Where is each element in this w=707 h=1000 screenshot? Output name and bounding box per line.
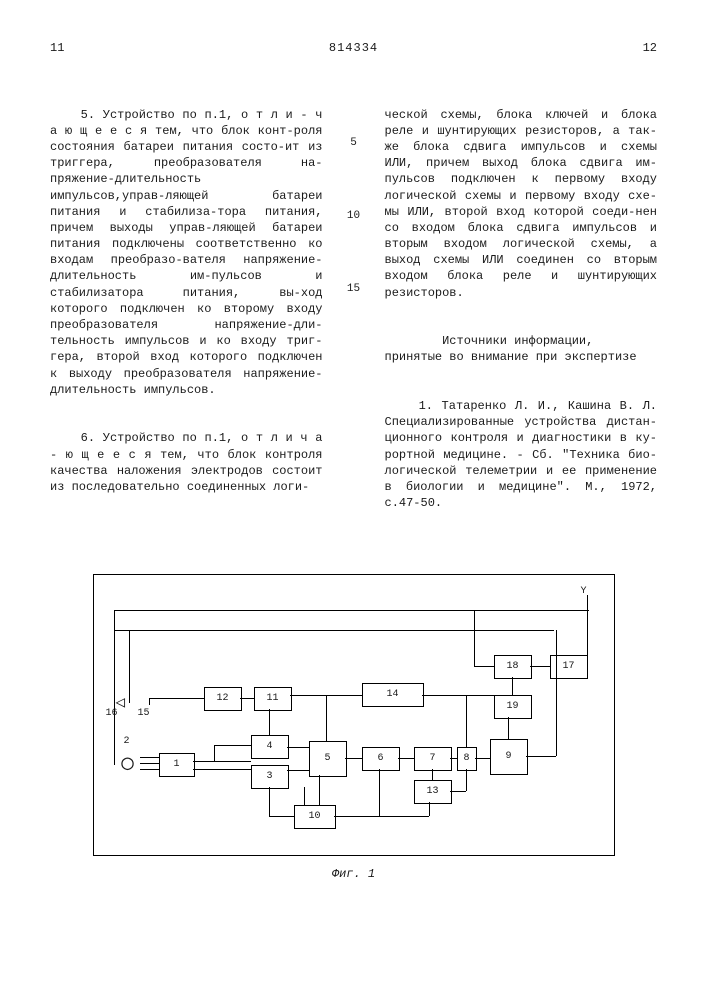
wire	[334, 816, 429, 817]
label-15: 15	[138, 707, 150, 721]
block-9: 9	[490, 739, 528, 775]
block-11: 11	[254, 687, 292, 711]
page-number-right: 12	[597, 40, 657, 56]
wire	[269, 709, 270, 735]
sensor-icon: ◯	[122, 751, 134, 778]
wire	[214, 745, 215, 761]
block-18: 18	[494, 655, 532, 679]
wire	[114, 610, 589, 611]
block-12: 12	[204, 687, 242, 711]
source-1: 1. Татаренко Л. И., Кашина В. Л. Специал…	[385, 398, 658, 511]
wire	[287, 747, 309, 748]
wire	[140, 763, 159, 764]
wire	[429, 802, 430, 816]
text-columns: 5. Устройство по п.1, о т л и - ч а ю щ …	[50, 74, 657, 543]
wire	[422, 695, 494, 696]
right-column: ческой схемы, блока ключей и блока реле …	[385, 74, 658, 543]
sources-heading: Источники информации, принятые во вниман…	[385, 333, 658, 365]
wire	[474, 666, 494, 667]
wire	[432, 769, 433, 780]
wire	[530, 666, 550, 667]
wire	[114, 630, 554, 631]
wire	[304, 787, 305, 805]
wire	[326, 695, 327, 741]
paragraph-6: 6. Устройство по п.1, о т л и ч а - ю щ …	[50, 430, 323, 495]
wire	[319, 775, 320, 805]
wire	[129, 630, 130, 703]
block-13: 13	[414, 780, 452, 804]
wire	[512, 677, 513, 695]
line-number-gutter: 5 10 15	[345, 74, 363, 543]
label-16: 16	[106, 707, 118, 721]
diagram-frame: Y ◁ ◯ 1 2 3 4 5 6 7 8 9 10 11 12 13 14 1…	[93, 574, 615, 856]
wire	[214, 745, 251, 746]
wire	[450, 758, 457, 759]
wire	[114, 610, 115, 765]
block-8: 8	[457, 747, 477, 771]
wire	[345, 758, 362, 759]
block-4: 4	[251, 735, 289, 759]
wire	[140, 769, 159, 770]
wire	[475, 758, 490, 759]
line-marker-5: 5	[350, 136, 357, 151]
wire	[398, 758, 414, 759]
wire	[466, 695, 467, 747]
paragraph-5: 5. Устройство по п.1, о т л и - ч а ю щ …	[50, 107, 323, 398]
antenna-icon: Y	[581, 585, 587, 599]
line-marker-10: 10	[347, 209, 360, 224]
wire	[556, 630, 557, 756]
wire	[269, 787, 270, 817]
wire	[240, 698, 254, 699]
document-number: 814334	[110, 40, 597, 56]
block-6: 6	[362, 747, 400, 771]
wire	[140, 757, 159, 758]
wire	[474, 610, 475, 655]
left-column: 5. Устройство по п.1, о т л и - ч а ю щ …	[50, 74, 323, 543]
wire	[287, 770, 309, 771]
wire	[149, 698, 204, 699]
page-header: 11 814334 12	[50, 40, 657, 56]
block-7: 7	[414, 747, 452, 771]
figure-caption: Фиг. 1	[332, 866, 375, 882]
block-10: 10	[294, 805, 336, 829]
paragraph-continuation: ческой схемы, блока ключей и блока реле …	[385, 107, 658, 301]
wire	[450, 791, 466, 792]
wire	[193, 769, 251, 770]
wire	[508, 717, 509, 739]
wire	[474, 655, 475, 666]
wire	[193, 761, 251, 762]
block-19: 19	[494, 695, 532, 719]
page-number-left: 11	[50, 40, 110, 56]
figure-1: Y ◁ ◯ 1 2 3 4 5 6 7 8 9 10 11 12 13 14 1…	[50, 574, 657, 882]
wire	[526, 756, 556, 757]
block-14: 14	[362, 683, 424, 707]
wire	[379, 769, 380, 816]
wire	[466, 769, 467, 791]
wire	[269, 816, 294, 817]
label-2: 2	[124, 735, 130, 749]
block-5: 5	[309, 741, 347, 777]
block-1: 1	[159, 753, 195, 777]
line-marker-15: 15	[347, 282, 360, 297]
block-3: 3	[251, 765, 289, 789]
